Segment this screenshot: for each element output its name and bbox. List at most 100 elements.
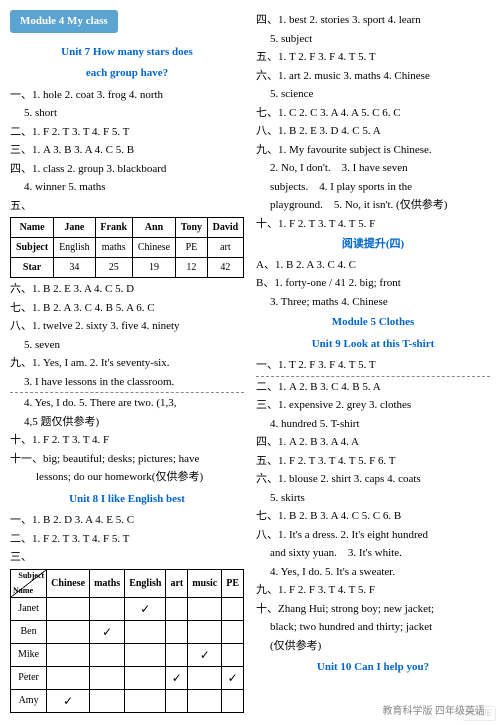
- ans-line: 七、1. B 2. A 3. C 4. B 5. A 6. C: [10, 300, 244, 317]
- td: [90, 666, 125, 689]
- ans-line: 二、1. A 2. B 3. C 4. B 5. A: [256, 379, 490, 396]
- ans-line: 2. No, I don't. 3. I have seven: [256, 160, 490, 177]
- ans-line: 5. subject: [256, 31, 490, 48]
- ans-line: 4,5 题仅供参考): [10, 414, 244, 431]
- diag-top: Subject: [18, 570, 44, 582]
- td: 42: [207, 258, 243, 278]
- td: ✓: [47, 689, 90, 712]
- ans-line: 四、1. class 2. group 3. blackboard: [10, 161, 244, 178]
- td: [188, 689, 222, 712]
- ans-line: 十、1. F 2. T 3. T 4. T 5. F: [256, 216, 490, 233]
- ans-line: 五、1. T 2. F 3. F 4. T 5. T: [256, 49, 490, 66]
- th: Tony: [176, 218, 208, 238]
- watermark: MXUE: [462, 706, 497, 722]
- th: Ann: [132, 218, 175, 238]
- ans-line: 八、1. B 2. E 3. D 4. C 5. A: [256, 123, 490, 140]
- ans-line: 七、1. B 2. B 3. A 4. C 5. C 6. B: [256, 508, 490, 525]
- ans-line: 4. winner 5. maths: [10, 179, 244, 196]
- module5-title: Module 5 Clothes: [256, 314, 490, 331]
- unit8-title: Unit 8 I like English best: [10, 491, 244, 508]
- ans-line: subjects. 4. I play sports in the: [256, 179, 490, 196]
- td: [125, 620, 166, 643]
- ans-line: 4. Yes, I do. 5. It's a sweater.: [256, 564, 490, 581]
- td: ✓: [188, 643, 222, 666]
- left-column: Module 4 My class Unit 7 How many stars …: [10, 10, 244, 716]
- td: maths: [95, 238, 132, 258]
- th: music: [188, 569, 222, 597]
- td: Chinese: [132, 238, 175, 258]
- td: 25: [95, 258, 132, 278]
- td: [47, 666, 90, 689]
- td: [166, 643, 188, 666]
- td: [222, 620, 244, 643]
- unit10-title: Unit 10 Can I help you?: [256, 659, 490, 676]
- td: Subject: [11, 238, 54, 258]
- td: 12: [176, 258, 208, 278]
- section-three-label: 三、: [10, 549, 244, 566]
- th: PE: [222, 569, 244, 597]
- ans-line: 三、1. A 3. B 3. A 4. C 5. B: [10, 142, 244, 159]
- ans-line: 九、1. My favourite subject is Chinese.: [256, 142, 490, 159]
- td: ✓: [166, 666, 188, 689]
- right-column: 四、1. best 2. stories 3. sport 4. learn 5…: [256, 10, 490, 716]
- td: [47, 597, 90, 620]
- td: [125, 666, 166, 689]
- ans-line: lessons; do our homework(仅供参考): [10, 469, 244, 486]
- td: Janet: [11, 597, 47, 620]
- td: [90, 689, 125, 712]
- td: [125, 643, 166, 666]
- td: ✓: [125, 597, 166, 620]
- unit7-title-l2: each group have?: [10, 65, 244, 82]
- section-five-label: 五、: [10, 198, 244, 215]
- td: [166, 597, 188, 620]
- ans-line: B、1. forty-one / 41 2. big; front: [256, 275, 490, 292]
- table-stars: NameJaneFrankAnnTonyDavid SubjectEnglish…: [10, 217, 244, 278]
- td: Mike: [11, 643, 47, 666]
- td: [222, 689, 244, 712]
- divider: [256, 376, 490, 377]
- ans-line: 八、1. twelve 2. sixty 3. five 4. ninety: [10, 318, 244, 335]
- td: [166, 689, 188, 712]
- unit9-title: Unit 9 Look at this T-shirt: [256, 336, 490, 353]
- td: 34: [54, 258, 95, 278]
- ans-line: 八、1. It's a dress. 2. It's eight hundred: [256, 527, 490, 544]
- table-subjects: SubjectName ChinesemathsEnglishartmusicP…: [10, 569, 244, 713]
- td: [222, 643, 244, 666]
- th: David: [207, 218, 243, 238]
- ans-line: 一、1. T 2. F 3. F 4. T 5. T: [256, 357, 490, 374]
- td: [188, 597, 222, 620]
- ans-line: 五、1. F 2. T 3. T 4. T 5. F 6. T: [256, 453, 490, 470]
- ans-line: 一、1. B 2. D 3. A 4. E 5. C: [10, 512, 244, 529]
- ans-line: 四、1. best 2. stories 3. sport 4. learn: [256, 12, 490, 29]
- ans-line: 七、1. C 2. C 3. A 4. A 5. C 6. C: [256, 105, 490, 122]
- ans-line: 3. I have lessons in the classroom.: [10, 374, 244, 391]
- ans-line: playground. 5. No, it isn't. (仅供参考): [256, 197, 490, 214]
- td: 19: [132, 258, 175, 278]
- th: maths: [90, 569, 125, 597]
- unit7-title-l1: Unit 7 How many stars does: [10, 44, 244, 61]
- td: ✓: [90, 620, 125, 643]
- ans-line: 十、1. F 2. T 3. T 4. F: [10, 432, 244, 449]
- td: Peter: [11, 666, 47, 689]
- th: Frank: [95, 218, 132, 238]
- ans-line: 四、1. A 2. B 3. A 4. A: [256, 434, 490, 451]
- td: art: [207, 238, 243, 258]
- ans-line: 5. short: [10, 105, 244, 122]
- td: [125, 689, 166, 712]
- td: Ben: [11, 620, 47, 643]
- td: [222, 597, 244, 620]
- ans-line: 六、1. art 2. music 3. maths 4. Chinese: [256, 68, 490, 85]
- ans-line: 5. seven: [10, 337, 244, 354]
- diag-header: SubjectName: [11, 569, 47, 597]
- ans-line: 三、1. expensive 2. grey 3. clothes: [256, 397, 490, 414]
- module4-tag: Module 4 My class: [10, 10, 118, 33]
- td: [90, 643, 125, 666]
- ans-line: A、1. B 2. A 3. C 4. C: [256, 257, 490, 274]
- td: Amy: [11, 689, 47, 712]
- ans-line: 4. hundred 5. T-shirt: [256, 416, 490, 433]
- ans-line: (仅供参考): [256, 638, 490, 655]
- ans-line: and sixty yuan. 3. It's white.: [256, 545, 490, 562]
- ans-line: black; two hundred and thirty; jacket: [256, 619, 490, 636]
- td: [47, 643, 90, 666]
- ans-line: 十一、big; beautiful; desks; pictures; have: [10, 451, 244, 468]
